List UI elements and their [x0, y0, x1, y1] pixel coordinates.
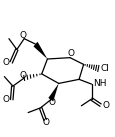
Text: O: O [48, 98, 55, 107]
Polygon shape [33, 42, 47, 59]
Text: O: O [66, 49, 73, 58]
Text: O: O [2, 58, 9, 67]
Text: O: O [101, 101, 108, 110]
Text: Cl: Cl [100, 64, 109, 73]
Text: O: O [19, 71, 26, 80]
Polygon shape [48, 83, 58, 101]
Text: NH: NH [93, 79, 106, 88]
Text: O: O [3, 95, 10, 104]
Text: O: O [42, 118, 49, 127]
Text: O: O [19, 32, 26, 40]
